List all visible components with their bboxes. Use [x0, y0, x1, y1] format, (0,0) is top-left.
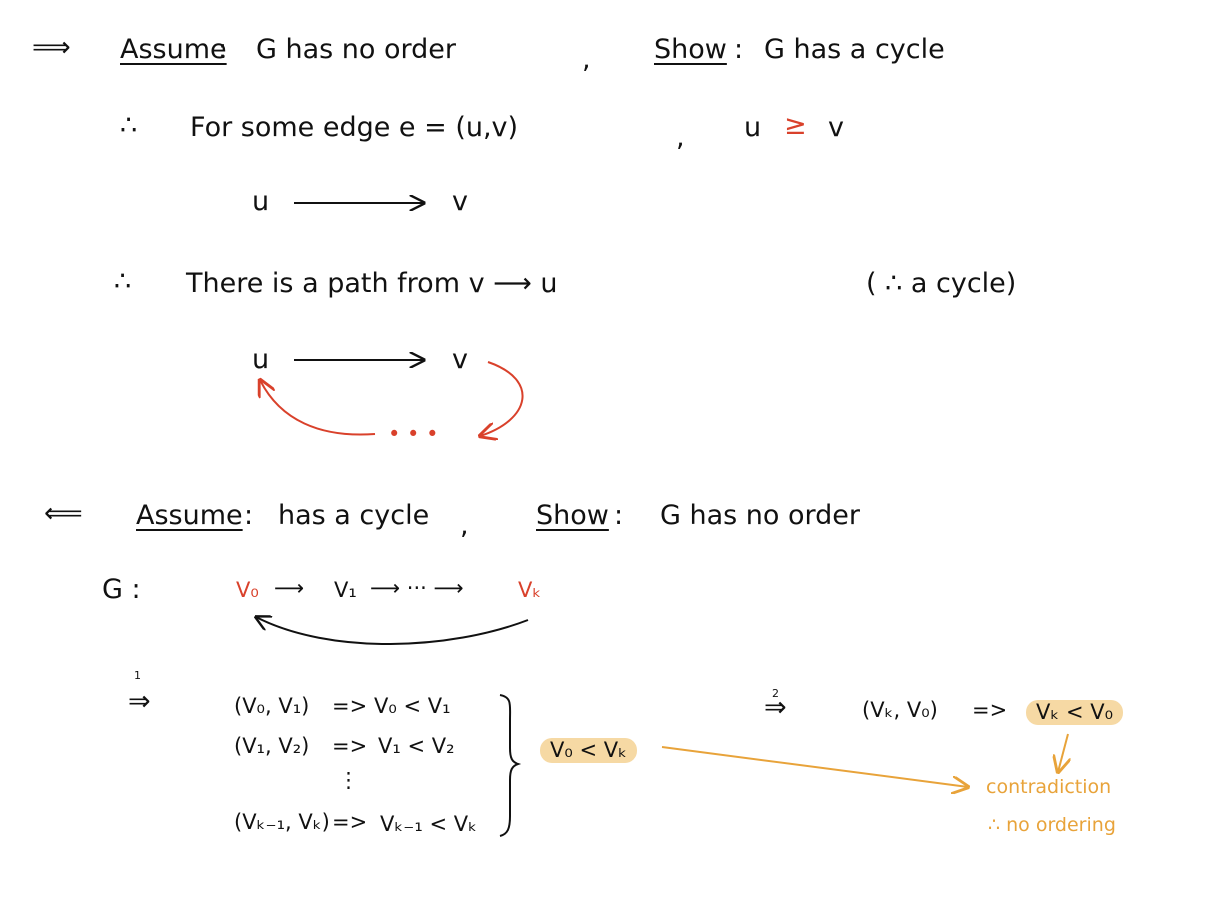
step-2-implies: =>: [972, 698, 1008, 722]
step-2-number: 2: [772, 687, 779, 700]
show-label-2: Show: [536, 500, 609, 531]
row-2-relation: V₁ < V₂: [378, 734, 455, 758]
show-colon-2: :: [614, 500, 624, 531]
node-v1: V₁: [334, 578, 357, 602]
row-2-pair: (V₁, V₂): [234, 734, 310, 758]
step-1-number: 1: [134, 669, 141, 682]
summary-to-contradiction-arrow: [661, 746, 968, 787]
step-1-arrow: ⇒: [128, 686, 151, 717]
implied-by-arrow: ⟸: [44, 498, 83, 529]
brace: [499, 694, 522, 837]
node-vk: Vₖ: [518, 578, 542, 602]
summary-highlight: V₀ < Vₖ: [540, 738, 638, 763]
row-3-pair: (Vₖ₋₁, Vₖ): [234, 810, 330, 834]
rel-to-contradiction-arrow: [1058, 733, 1068, 772]
assume-text-2: has a cycle: [278, 500, 430, 531]
chain-arrow-2: ⟶ ··· ⟶: [370, 576, 464, 600]
node-u-2: u: [252, 344, 270, 375]
show-label: Show: [654, 34, 727, 65]
row-1-relation: V₀ < V₁: [374, 694, 451, 718]
therefore-symbol: ∴: [120, 110, 138, 141]
separator-comma-3: ,: [460, 510, 469, 541]
cond-u: u: [744, 112, 762, 143]
assume-colon: :: [218, 34, 228, 65]
step-2-arrow: ⇒: [764, 692, 787, 723]
node-v: v: [452, 186, 468, 217]
graph-label: G :: [102, 574, 141, 605]
separator-comma-2: ,: [676, 122, 685, 153]
row-3-relation: Vₖ₋₁ < Vₖ: [380, 812, 478, 836]
vertical-ellipsis: ⋮: [338, 768, 359, 792]
back-edge-vk-v0: [256, 617, 529, 645]
node-v-2: v: [452, 344, 468, 375]
show-colon: :: [734, 34, 744, 65]
show-text: G has a cycle: [764, 34, 945, 65]
ellipsis-dots: • • •: [388, 422, 439, 446]
separator-comma: ,: [582, 44, 591, 75]
path-v-to-dots-red: [480, 361, 524, 436]
implies-arrow: ⟹: [32, 32, 71, 63]
chain-arrow-1: ⟶: [274, 576, 305, 600]
show-text-2: G has no order: [660, 500, 861, 531]
step-2-pair: (Vₖ, V₀): [862, 698, 938, 722]
path-dots-to-u-red: [260, 380, 376, 436]
row-1-implies: =>: [332, 694, 368, 718]
cycle-note: ( ∴ a cycle): [866, 268, 1017, 299]
cond-v: v: [828, 112, 844, 143]
therefore-symbol-2: ∴: [114, 266, 132, 297]
row-1-pair: (V₀, V₁): [234, 694, 310, 718]
row-2-implies: =>: [332, 734, 368, 758]
assume-label-2: Assume: [136, 500, 243, 531]
geq-symbol: ≥: [784, 110, 807, 141]
contradiction-label: contradiction: [986, 776, 1112, 798]
conclusion-label: ∴ no ordering: [988, 814, 1116, 836]
path-statement: There is a path from v ⟶ u: [186, 268, 558, 299]
row-3-implies: =>: [332, 810, 368, 834]
assume-text: G has no order: [256, 34, 457, 65]
assume-label: Assume: [120, 34, 227, 65]
edge-statement: For some edge e = (u,v): [190, 112, 519, 143]
node-v0: V₀: [236, 578, 259, 602]
step-2-relation-highlight: Vₖ < V₀: [1026, 700, 1124, 725]
assume-colon-2: :: [244, 500, 254, 531]
node-u: u: [252, 186, 270, 217]
